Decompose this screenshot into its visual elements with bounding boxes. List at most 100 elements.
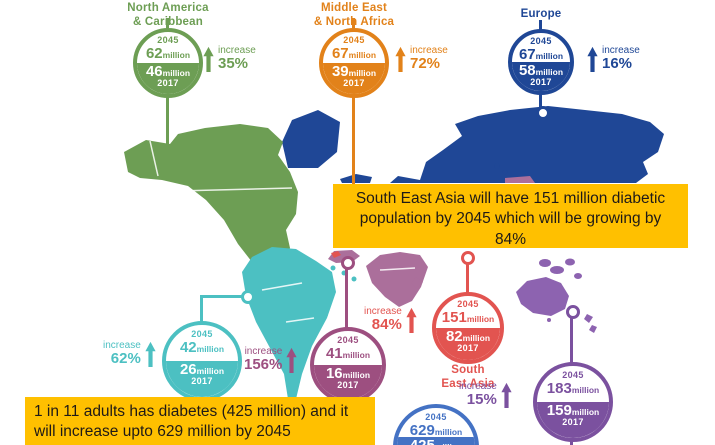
increase-label: increase 16% (586, 45, 640, 73)
map-region-eurasia (390, 106, 664, 183)
increase-word: increase (244, 345, 283, 357)
badge-2045-block: 2045 41million (314, 334, 382, 362)
million-unit: million (571, 384, 600, 395)
map-border-line (149, 140, 159, 177)
increase-label: increase 84% (364, 306, 418, 334)
connector-line (570, 317, 573, 364)
increase-label: increase 15% (459, 381, 513, 409)
map-region-north-africa-fragment (331, 251, 341, 258)
connector-line (166, 97, 169, 144)
connector-line (539, 94, 542, 108)
map-region-africa (366, 252, 428, 307)
year-2045-label: 2045 (425, 412, 447, 423)
callout-world-prevalence: 1 in 11 adults has diabetes (425 million… (25, 397, 375, 445)
value-2045: 151 (441, 309, 467, 327)
map-region-central-asia-fragment (505, 176, 535, 183)
badge-bottom-half (537, 402, 609, 438)
map-region-uk-islands (502, 169, 508, 175)
increase-word: increase (103, 339, 141, 351)
map-region-greenland (282, 110, 340, 168)
connector-ring (536, 106, 550, 120)
million-unit: million (342, 369, 371, 380)
connector-ring (241, 290, 255, 304)
badge-2017-block: 16million 2017 (314, 364, 382, 392)
million-unit: million (342, 349, 371, 360)
callout-text-line: will increase upto 629 million by 2045 (34, 423, 291, 441)
region-name: South East Asia (428, 364, 508, 391)
callout-text-line: South East Asia will have 151 million di… (355, 190, 666, 207)
increase-arrow-icon (395, 46, 406, 72)
badge-bottom-half (137, 63, 199, 94)
connector-line (570, 441, 573, 445)
year-2017-label: 2017 (457, 343, 479, 354)
million-unit: million (535, 50, 564, 61)
map-region-tasmania (547, 318, 551, 322)
map-border-line (261, 282, 303, 291)
increase-word: increase (602, 44, 640, 56)
callout-south-east-asia: South East Asia will have 151 million di… (333, 184, 688, 248)
million-unit: million (535, 66, 564, 77)
badge-2017-block: 82million 2017 (436, 327, 500, 355)
increase-value: 35% (218, 55, 249, 73)
value-2017: 82 (445, 327, 463, 345)
year-2045-label: 2045 (343, 35, 365, 46)
map-region-southeast-asia-islands (574, 273, 582, 279)
badge-2045-block: 2045 151million (436, 300, 500, 326)
badge-2045-block: 2045 629million (397, 413, 475, 439)
connector-line (200, 296, 203, 323)
increase-arrow-icon (587, 46, 598, 72)
badge-2045-block: 2045 42million (166, 329, 238, 356)
map-region-uk-islands (494, 163, 500, 169)
map-border-line (285, 317, 315, 323)
badge-2017-block: 159million 2017 (537, 402, 609, 429)
badge-2045-block: 2045 183million (537, 370, 609, 397)
map-region-madagascar (411, 277, 423, 289)
map-border-line (379, 267, 416, 271)
region-badge-circle: 2045 67million 58million 2017 (508, 29, 574, 95)
connector-line (352, 18, 355, 29)
increase-value: 62% (110, 350, 141, 368)
region-name-line: Middle East (320, 2, 388, 14)
map-border-line (137, 187, 293, 193)
year-2017-label: 2017 (191, 376, 213, 387)
badge-2045-block: 2045 67million (512, 36, 570, 63)
increase-value: 156% (244, 356, 283, 374)
region-name: North America & Caribbean (93, 2, 243, 29)
value-2045: 62 (145, 45, 163, 63)
value-2017: 16 (325, 364, 343, 382)
connector-line (466, 261, 469, 294)
map-region-south-america (242, 247, 336, 399)
value-2017: 58 (518, 61, 536, 79)
increase-value: 72% (410, 55, 441, 73)
year-2017-label: 2017 (337, 380, 359, 391)
increase-label: increase 156% (244, 346, 298, 374)
map-region-caribbean-islands (351, 276, 357, 282)
map-region-new-zealand (584, 314, 593, 323)
year-2017-label: 2017 (562, 417, 584, 428)
increase-label: increase 72% (394, 45, 448, 73)
million-unit: million (462, 332, 491, 343)
year-2045-label: 2045 (530, 36, 552, 47)
connector-line (539, 20, 542, 30)
year-2017-label: 2017 (530, 77, 552, 88)
badge-2045-block: 2045 62million (137, 35, 199, 63)
connector-line (345, 268, 348, 330)
million-unit: million (162, 50, 191, 61)
value-2045: 629 (409, 422, 435, 440)
callout-text-line: 1 in 11 adults has diabetes (425 million… (34, 403, 349, 420)
value-2017: 425 (410, 437, 435, 445)
year-2017-label: 2017 (343, 78, 365, 89)
million-unit: million (466, 314, 495, 325)
value-2045: 183 (546, 379, 572, 397)
year-2045-label: 2045 (337, 334, 359, 345)
connector-ring (461, 251, 475, 265)
region-name-line: South (451, 364, 485, 376)
badge-bottom-half (397, 436, 475, 445)
year-2045-label: 2045 (457, 299, 479, 310)
increase-value: 84% (371, 316, 402, 334)
year-2017-label: 2017 (157, 78, 179, 89)
value-2017: 46 (145, 62, 163, 80)
badge-2017-block: 58million 2017 (512, 61, 570, 89)
value-2045: 41 (325, 344, 343, 362)
